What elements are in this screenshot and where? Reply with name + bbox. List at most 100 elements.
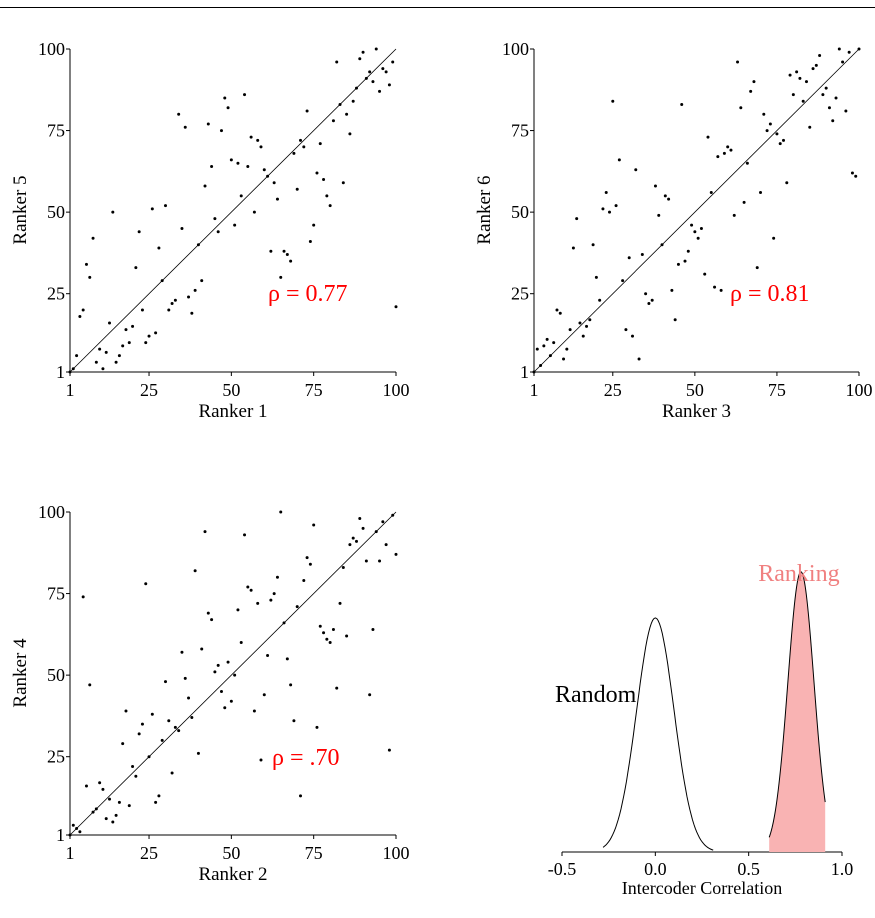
data-point (795, 70, 799, 74)
data-point (144, 341, 148, 345)
x-tick-label: 100 (383, 380, 410, 400)
data-point (111, 820, 115, 824)
data-point (335, 60, 339, 64)
data-point (568, 328, 572, 332)
data-point (368, 693, 372, 697)
data-point (548, 354, 552, 358)
data-point (647, 301, 651, 305)
data-point (114, 360, 118, 364)
data-point (68, 833, 72, 837)
data-point (762, 112, 766, 116)
data-point (374, 530, 378, 534)
data-point (285, 253, 289, 257)
data-point (364, 76, 368, 80)
data-point (236, 161, 240, 165)
data-point (624, 328, 628, 332)
y-axis-label: Ranker 6 (474, 175, 495, 244)
data-point (256, 601, 260, 605)
x-tick-label: 1 (66, 380, 75, 400)
data-point (387, 83, 391, 87)
data-point (351, 99, 355, 103)
data-point (345, 634, 349, 638)
data-point (114, 813, 118, 817)
y-tick-label: 75 (511, 121, 529, 141)
data-point (183, 676, 187, 680)
y-tick-label: 100 (502, 39, 529, 59)
data-point (206, 611, 210, 615)
data-point (88, 275, 92, 279)
density-panel: -0.5 0.0 0.5 1.0 Intercoder Correlation Rando… (548, 561, 854, 898)
data-point (729, 148, 733, 152)
scatter-panel-1: 11 25 25 50 50 75 75 100 100 Ranker 1 Ranker 5 ρ = … (10, 39, 410, 422)
data-point (308, 562, 312, 566)
data-point (788, 73, 792, 77)
data-point (808, 125, 812, 129)
data-point (706, 135, 710, 139)
data-point (196, 243, 200, 247)
data-point (535, 347, 539, 351)
data-point (223, 96, 227, 100)
data-point (131, 764, 135, 768)
data-point (170, 301, 174, 305)
series-label-ranking: Ranking (758, 561, 839, 587)
data-point (134, 774, 138, 778)
data-point (187, 696, 191, 700)
data-point (663, 194, 667, 198)
data-point (374, 47, 378, 51)
data-point (608, 210, 612, 214)
data-point (558, 311, 562, 315)
data-point (256, 138, 260, 142)
data-point (598, 298, 602, 302)
data-point (117, 800, 121, 804)
data-point (571, 246, 575, 250)
data-point (565, 347, 569, 351)
data-point (285, 657, 289, 661)
data-point (200, 279, 204, 283)
data-point (696, 236, 700, 240)
data-point (140, 308, 144, 312)
data-point (713, 285, 717, 289)
data-point (252, 210, 256, 214)
data-point (791, 93, 795, 97)
data-point (354, 86, 358, 90)
data-point (371, 627, 375, 631)
data-point (552, 341, 556, 345)
data-point (644, 292, 648, 296)
data-point (331, 627, 335, 631)
x-tick-label: 25 (140, 843, 158, 863)
data-point (318, 142, 322, 146)
y-axis-label: Ranker 5 (10, 175, 31, 244)
data-point (759, 191, 763, 195)
data-point (765, 129, 769, 133)
data-point (193, 288, 197, 292)
data-point (229, 158, 233, 162)
data-point (121, 344, 125, 348)
data-point (203, 184, 207, 188)
data-point (177, 112, 181, 116)
data-point (295, 605, 299, 609)
data-point (190, 311, 194, 315)
data-point (857, 47, 861, 51)
data-point (814, 63, 818, 67)
data-point (98, 781, 102, 785)
data-point (173, 725, 177, 729)
data-point (630, 334, 634, 338)
data-point (68, 370, 72, 374)
data-point (94, 360, 98, 364)
data-point (394, 552, 398, 556)
data-point (341, 181, 345, 185)
data-point (693, 230, 697, 234)
data-point (634, 168, 638, 172)
data-point (163, 204, 167, 208)
data-point (213, 670, 217, 674)
data-point (246, 585, 250, 589)
x-tick-label: 0.5 (737, 859, 760, 879)
data-point (81, 308, 85, 312)
data-point (94, 807, 98, 811)
data-point (673, 318, 677, 322)
data-point (180, 650, 184, 654)
data-point (78, 830, 82, 834)
data-point (252, 709, 256, 713)
data-point (341, 565, 345, 569)
